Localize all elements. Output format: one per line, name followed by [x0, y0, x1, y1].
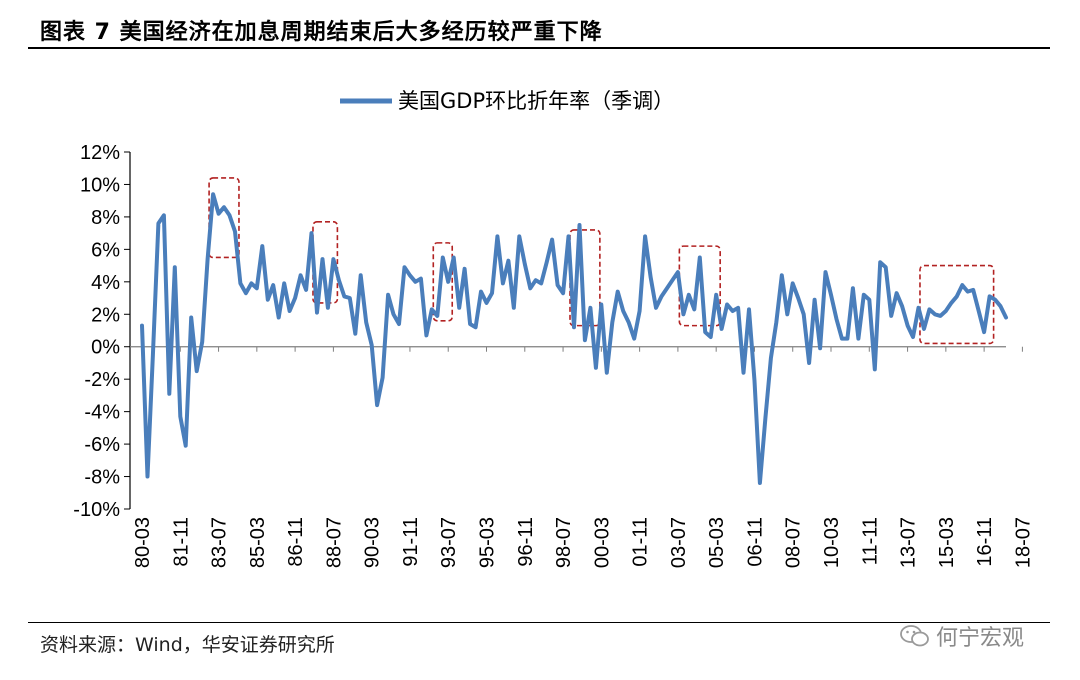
y-tick-label: 6% — [91, 239, 120, 261]
x-tick-label: 15-03 — [936, 517, 958, 568]
legend-label: 美国GDP环比折年率（季调） — [398, 89, 674, 113]
watermark-text: 何宁宏观 — [936, 626, 1025, 651]
x-tick-label: 98-07 — [553, 517, 575, 568]
highlight-box — [208, 177, 240, 259]
highlight-box — [432, 242, 454, 322]
x-tick-label: 08-07 — [783, 517, 805, 568]
y-tick-label: 2% — [91, 304, 120, 326]
x-tick-label: 91-11 — [400, 517, 422, 567]
series-layer — [140, 192, 1008, 485]
x-tick-label: 00-03 — [591, 517, 613, 568]
x-axis: 80-03 81-11 83-07 85-03 86-11 88-07 90-03 91-11… — [130, 346, 1034, 568]
y-tick-label: -8% — [84, 467, 120, 489]
x-tick-label: 83-07 — [209, 517, 231, 568]
x-tick-label: 80-03 — [132, 517, 154, 568]
x-tick-label: 85-03 — [247, 517, 269, 568]
y-tick-label: -2% — [84, 369, 120, 391]
x-tick-label: 10-03 — [821, 517, 843, 568]
x-tick-label: 95-03 — [477, 517, 499, 568]
x-tick-label: 88-07 — [323, 517, 345, 568]
highlight-box — [919, 264, 995, 345]
x-tick-label: 96-11 — [515, 517, 537, 567]
x-tick-label: 06-11 — [744, 517, 766, 567]
wechat-icon — [900, 625, 929, 647]
y-tick-label: 4% — [91, 272, 120, 294]
figure-title: 图表 7 美国经济在加息周期结束后大多经历较严重下降 — [40, 20, 603, 45]
footer-rule — [28, 622, 1050, 623]
y-axis: 12% 10% 8% 6% 4% 2% 0% -2% -4% -6% -8% -10% — [73, 142, 131, 521]
figure-header: 图表 7 美国经济在加息周期结束后大多经历较严重下降 — [28, 8, 1050, 48]
x-tick-label: 90-03 — [362, 517, 384, 568]
x-tick-label: 13-07 — [898, 517, 920, 568]
x-tick-label: 11-11 — [859, 517, 881, 565]
y-tick-label: 8% — [91, 207, 120, 229]
series-line-gdp — [140, 192, 1008, 485]
highlight-box — [678, 245, 721, 327]
chart-legend: 美国GDP环比折年率（季调） — [340, 89, 674, 113]
x-tick-label: 18-07 — [1012, 517, 1034, 568]
y-tick-label: 0% — [91, 337, 120, 359]
x-tick-label: 93-07 — [438, 517, 460, 568]
y-tick-label: 12% — [80, 142, 120, 164]
x-tick-label: 86-11 — [285, 517, 307, 567]
x-tick-label: 03-07 — [668, 517, 690, 568]
watermark: 何宁宏观 — [900, 620, 1024, 652]
x-tick-label: 01-11 — [630, 517, 652, 567]
x-tick-label: 16-11 — [974, 517, 996, 567]
x-tick-label: 81-11 — [170, 517, 192, 567]
y-tick-label: -6% — [84, 434, 120, 456]
y-tick-label: -4% — [84, 402, 120, 424]
x-tick-label: 05-03 — [706, 517, 728, 568]
source-note: 资料来源：Wind，华安证券研究所 — [40, 634, 335, 656]
y-tick-label: 10% — [80, 174, 120, 196]
header-rule — [28, 47, 1050, 49]
y-tick-label: -10% — [73, 499, 120, 521]
